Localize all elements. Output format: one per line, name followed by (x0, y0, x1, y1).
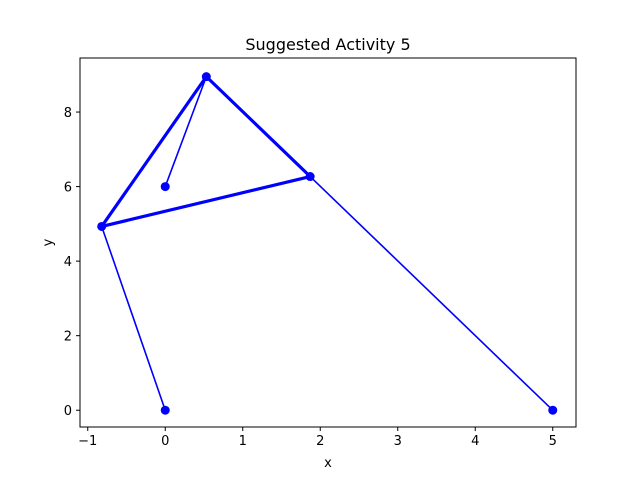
plot-area (97, 72, 558, 415)
x-tick-label: 2 (316, 434, 324, 449)
y-tick-label: 6 (64, 181, 72, 196)
y-tick-label: 4 (64, 255, 72, 270)
x-tick-label: 3 (394, 434, 402, 449)
data-point-5 (305, 172, 315, 182)
emphasized-segment-1 (100, 75, 208, 229)
x-tick-label: 4 (471, 434, 479, 449)
x-axis-label: x (324, 456, 332, 471)
axes-frame (79, 57, 577, 428)
y-tick-label: 8 (64, 106, 72, 121)
data-point-4 (201, 72, 211, 82)
y-tick-label: 0 (64, 404, 72, 419)
chart-title: Suggested Activity 5 (245, 35, 410, 54)
axis-ticks: −1 0 1 2 3 4 5 0 2 4 6 8 (64, 106, 557, 449)
x-tick-label: −1 (78, 434, 97, 449)
x-tick-label: 0 (161, 434, 169, 449)
emphasized-segment-2 (100, 174, 312, 229)
data-point-3 (97, 221, 107, 231)
data-point-1 (160, 405, 170, 415)
emphasized-segment-3 (204, 75, 312, 179)
y-tick-label: 2 (64, 330, 72, 345)
x-tick-label: 1 (239, 434, 247, 449)
y-axis-label: y (41, 238, 56, 246)
data-point-6 (548, 405, 558, 415)
x-tick-label: 5 (549, 434, 557, 449)
data-point-2 (160, 182, 170, 192)
